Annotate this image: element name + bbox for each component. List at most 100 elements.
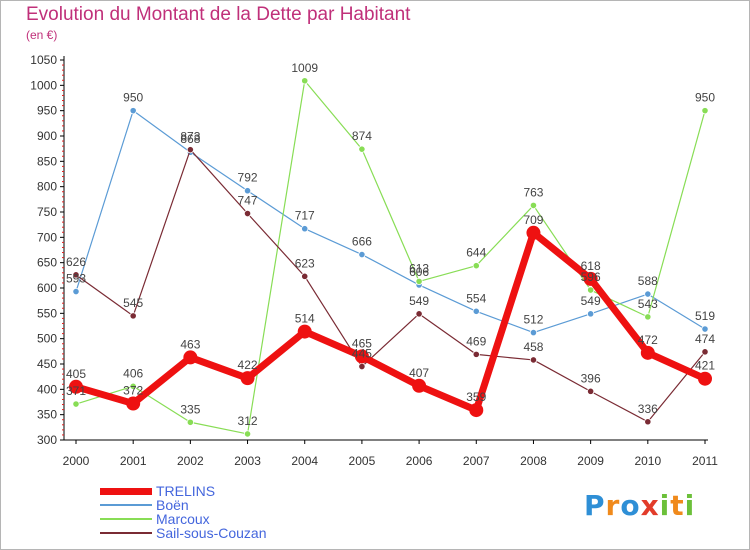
data-label-boen: 549: [581, 294, 601, 308]
y-tick-label: 400: [37, 382, 57, 396]
data-point-sail-sous-couzan: [301, 272, 309, 280]
data-point-marcoux: [701, 107, 709, 115]
data-point-sail-sous-couzan: [243, 209, 252, 218]
y-tick-label: 1050: [30, 53, 57, 67]
x-tick-label: 2009: [577, 454, 604, 468]
series-line-boen: [75, 110, 706, 334]
legend-label: Boën: [156, 497, 189, 513]
data-label-boen: 554: [466, 291, 486, 305]
legend-item-marcoux: Marcoux: [100, 512, 267, 526]
data-point-marcoux: [243, 430, 252, 438]
data-label-sail-sous-couzan: 626: [66, 255, 86, 269]
legend-item-sail-sous-couzan: Sail-sous-Couzan: [100, 526, 267, 540]
data-point-boen: [587, 310, 595, 318]
data-label-marcoux: 335: [180, 402, 200, 416]
data-label-boen: 593: [66, 272, 86, 286]
data-label-marcoux: 613: [409, 261, 429, 275]
data-point-marcoux: [472, 262, 480, 270]
data-label-boen: 717: [295, 209, 315, 223]
data-point-marcoux: [301, 77, 309, 85]
data-point-boen: [72, 287, 80, 296]
legend-item-boen: Boën: [100, 498, 267, 512]
data-label-trelins: 465: [352, 336, 372, 350]
data-point-boen: [243, 187, 252, 195]
data-point-trelins: [183, 350, 198, 365]
data-label-marcoux: 371: [66, 384, 86, 398]
data-point-sail-sous-couzan: [186, 146, 194, 154]
data-point-boen: [358, 250, 366, 259]
x-tick-label: 2004: [291, 454, 318, 468]
data-point-marcoux: [644, 313, 652, 321]
data-point-marcoux: [129, 382, 137, 390]
x-tick-label: 2000: [63, 454, 90, 468]
data-point-trelins: [240, 371, 255, 386]
data-label-trelins: 407: [409, 366, 429, 380]
x-tick-label: 2011: [692, 454, 718, 468]
legend-swatch: [100, 487, 152, 495]
data-point-sail-sous-couzan: [358, 362, 366, 371]
y-tick-label: 350: [37, 408, 57, 422]
data-point-sail-sous-couzan: [415, 310, 423, 318]
data-point-trelins: [640, 345, 655, 360]
data-point-sail-sous-couzan: [701, 348, 709, 356]
y-tick-label: 550: [37, 306, 57, 320]
brand-letter: o: [620, 489, 641, 522]
brand-letter: P: [584, 489, 606, 522]
data-point-sail-sous-couzan: [472, 350, 480, 358]
data-label-marcoux: 543: [638, 297, 658, 311]
data-label-boen: 792: [238, 171, 258, 185]
data-label-trelins: 472: [638, 333, 658, 347]
data-point-boen: [529, 328, 538, 337]
data-point-trelins: [469, 403, 484, 418]
data-point-trelins: [126, 396, 141, 411]
data-label-sail-sous-couzan: 549: [409, 294, 429, 308]
chart-title: Evolution du Montant de la Dette par Hab…: [26, 4, 411, 25]
data-point-trelins: [412, 378, 427, 393]
x-tick-label: 2006: [406, 454, 433, 468]
data-label-trelins: 422: [238, 358, 258, 372]
chart-subtitle: (en €): [26, 28, 58, 42]
data-label-marcoux: 1009: [291, 61, 318, 75]
y-tick-label: 750: [37, 205, 57, 219]
brand-letter: x: [640, 489, 660, 522]
data-label-boen: 512: [523, 313, 543, 327]
data-label-boen: 666: [352, 235, 372, 249]
x-tick-label: 2010: [634, 454, 661, 468]
data-label-marcoux: 874: [352, 129, 372, 143]
y-tick-label: 950: [37, 104, 57, 118]
y-tick-label: 800: [37, 180, 57, 194]
data-point-boen: [301, 225, 309, 233]
y-tick-label: 850: [37, 154, 57, 168]
legend-item-trelins: TRELINS: [100, 484, 267, 498]
series-line-sail-sous-couzan: [75, 149, 706, 423]
x-tick-label: 2002: [177, 454, 204, 468]
data-label-sail-sous-couzan: 545: [123, 296, 143, 310]
y-tick-label: 450: [37, 357, 57, 371]
data-point-sail-sous-couzan: [644, 418, 652, 426]
data-point-boen: [472, 307, 480, 315]
y-tick-label: 650: [37, 256, 57, 270]
data-label-sail-sous-couzan: 469: [466, 334, 486, 348]
data-label-boen: 519: [695, 309, 715, 323]
data-label-boen: 950: [123, 91, 143, 105]
data-label-sail-sous-couzan: 873: [180, 130, 200, 144]
data-label-trelins: 372: [123, 384, 143, 398]
data-point-marcoux: [415, 277, 423, 286]
data-label-marcoux: 763: [523, 185, 543, 199]
legend-label: Marcoux: [156, 511, 210, 527]
data-label-marcoux: 406: [123, 366, 143, 380]
data-label-trelins: 421: [695, 359, 715, 373]
data-label-marcoux: 644: [466, 246, 486, 260]
data-point-boen: [701, 325, 709, 333]
series-line-trelins: [75, 229, 707, 414]
brand-letter: r: [605, 489, 621, 522]
data-label-sail-sous-couzan: 474: [695, 332, 715, 346]
data-label-trelins: 709: [523, 213, 543, 227]
x-tick-label: 2001: [120, 454, 147, 468]
data-point-trelins: [526, 225, 541, 240]
brand-logo: Proxiti: [584, 489, 695, 522]
data-label-boen: 868: [180, 132, 200, 146]
data-point-sail-sous-couzan: [72, 271, 80, 279]
data-label-sail-sous-couzan: 747: [238, 194, 258, 208]
data-point-sail-sous-couzan: [129, 312, 137, 320]
